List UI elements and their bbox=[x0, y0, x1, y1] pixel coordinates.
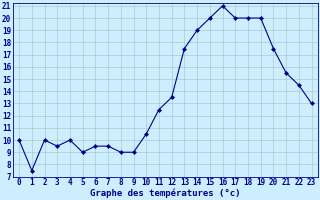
X-axis label: Graphe des températures (°c): Graphe des températures (°c) bbox=[90, 188, 241, 198]
